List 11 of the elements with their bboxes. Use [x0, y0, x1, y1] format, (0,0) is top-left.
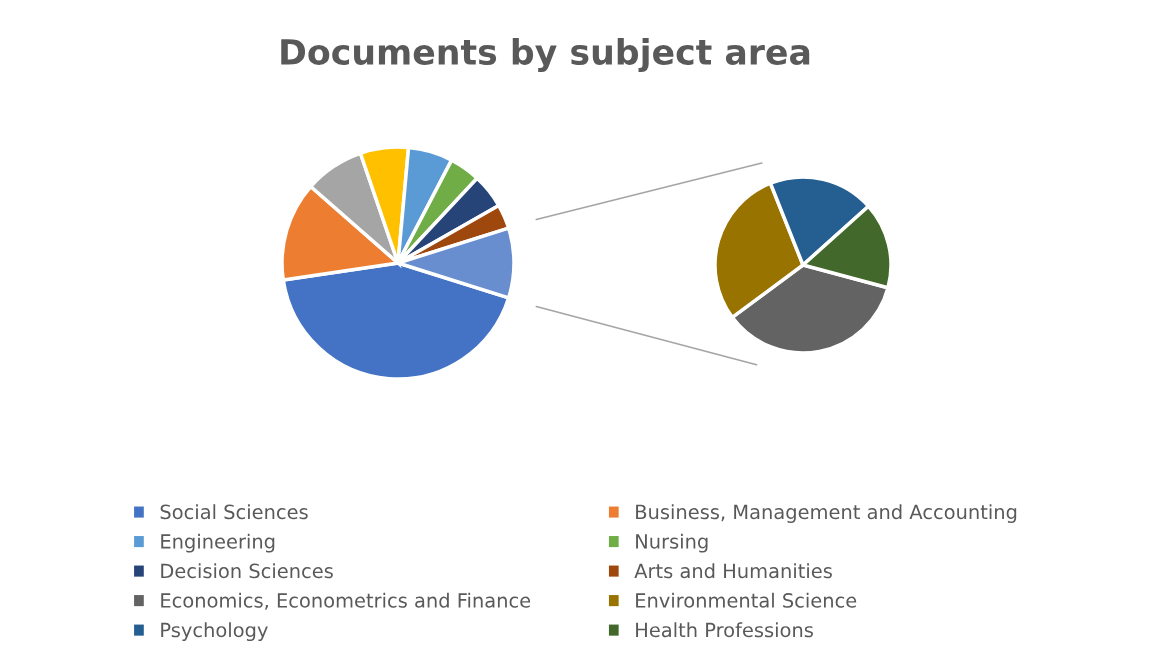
legend-label: Engineering: [161, 533, 275, 553]
legend-label: Health Professions: [636, 622, 813, 638]
legend-label: Social Sciences: [160, 504, 308, 520]
legend-label: Arts and Humanities: [634, 563, 832, 579]
legend-label: Economics, Econometrics and Finance: [161, 592, 531, 610]
legend-label: Decision Sciences: [161, 563, 333, 579]
legend-label: Nursing: [636, 533, 708, 553]
chart-title: Documents by subject area: [281, 38, 810, 72]
legend-label: Business, Management and Accounting: [636, 504, 1017, 524]
legend-label: Psychology: [161, 622, 268, 642]
legend-label: Environmental Science: [636, 592, 857, 608]
